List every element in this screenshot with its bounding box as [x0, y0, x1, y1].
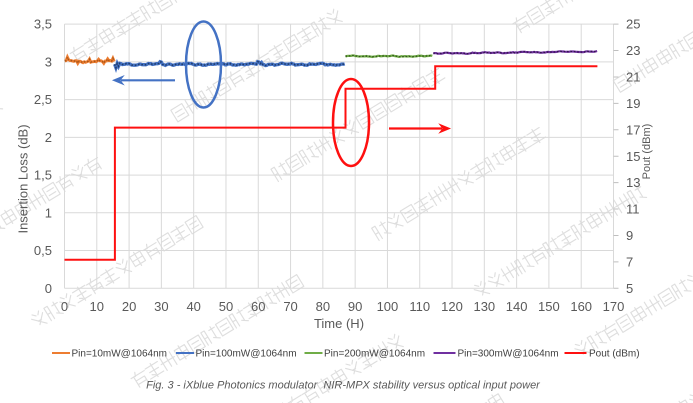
- svg-text:11: 11: [626, 202, 640, 217]
- svg-text:70: 70: [283, 299, 297, 314]
- svg-text:Pout (dBm): Pout (dBm): [589, 349, 640, 360]
- svg-text:Pin=200mW@1064nm: Pin=200mW@1064nm: [324, 349, 425, 360]
- svg-text:110: 110: [409, 299, 430, 314]
- svg-text:0: 0: [61, 299, 68, 314]
- svg-text:30: 30: [154, 299, 168, 314]
- svg-text:130: 130: [473, 299, 495, 314]
- svg-text:40: 40: [186, 299, 200, 314]
- svg-text:0,5: 0,5: [34, 243, 52, 258]
- svg-text:2,5: 2,5: [34, 92, 52, 107]
- svg-text:140: 140: [506, 299, 528, 314]
- svg-text:Pin=300mW@1064nm: Pin=300mW@1064nm: [458, 349, 559, 360]
- svg-text:5: 5: [626, 281, 633, 296]
- svg-text:3: 3: [45, 54, 52, 69]
- svg-text:17: 17: [626, 122, 640, 137]
- svg-text:90: 90: [348, 299, 362, 314]
- svg-text:3,5: 3,5: [34, 17, 52, 32]
- svg-text:Time (H): Time (H): [314, 316, 364, 331]
- svg-text:25: 25: [626, 17, 640, 32]
- svg-text:1: 1: [45, 205, 52, 220]
- svg-text:Fig. 3 - iXblue Photonics modu: Fig. 3 - iXblue Photonics modulator NIR-…: [146, 380, 541, 392]
- svg-text:170: 170: [603, 299, 625, 314]
- svg-text:Pin=10mW@1064nm: Pin=10mW@1064nm: [72, 349, 167, 360]
- svg-text:20: 20: [122, 299, 136, 314]
- svg-text:Pout (dBm): Pout (dBm): [641, 124, 653, 180]
- svg-text:2: 2: [45, 130, 52, 145]
- svg-text:21: 21: [626, 70, 640, 85]
- svg-text:15: 15: [626, 149, 640, 164]
- svg-text:150: 150: [538, 299, 560, 314]
- svg-text:7: 7: [626, 254, 633, 269]
- svg-text:19: 19: [626, 96, 640, 111]
- svg-text:160: 160: [570, 299, 592, 314]
- svg-text:60: 60: [251, 299, 265, 314]
- svg-text:Insertion Loss (dB): Insertion Loss (dB): [16, 124, 31, 233]
- svg-text:80: 80: [316, 299, 330, 314]
- svg-text:0: 0: [45, 281, 52, 296]
- svg-text:120: 120: [441, 299, 463, 314]
- svg-text:50: 50: [219, 299, 233, 314]
- svg-text:13: 13: [626, 175, 640, 190]
- svg-text:100: 100: [377, 299, 399, 314]
- svg-text:Pin=100mW@1064nm: Pin=100mW@1064nm: [196, 349, 297, 360]
- svg-text:9: 9: [626, 228, 633, 243]
- svg-text:1,5: 1,5: [34, 168, 52, 183]
- svg-text:23: 23: [626, 43, 640, 58]
- svg-text:10: 10: [90, 299, 104, 314]
